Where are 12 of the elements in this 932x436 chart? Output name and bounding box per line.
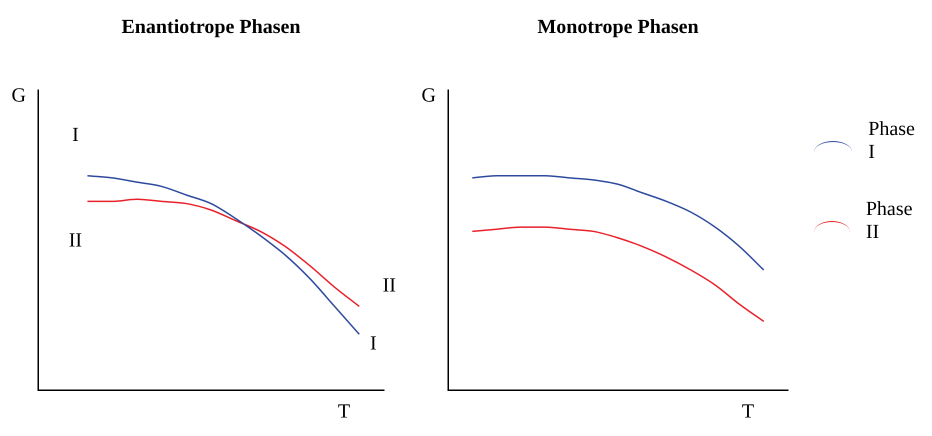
x-axis-title: T bbox=[742, 400, 754, 422]
chart-title: Monotrope Phasen bbox=[537, 16, 699, 38]
series-label: I bbox=[370, 332, 377, 355]
text: I bbox=[72, 124, 79, 146]
legend-label: Phase II bbox=[866, 198, 914, 244]
legend-label: Phase I bbox=[868, 118, 916, 164]
chart-title: Enantiotrope Phasen bbox=[121, 16, 301, 38]
y-axis-title: G bbox=[12, 84, 26, 106]
x-axis-title: T bbox=[338, 400, 350, 422]
y-axis-title: G bbox=[422, 84, 436, 106]
series-label: II bbox=[382, 274, 396, 297]
text: II bbox=[68, 230, 82, 252]
